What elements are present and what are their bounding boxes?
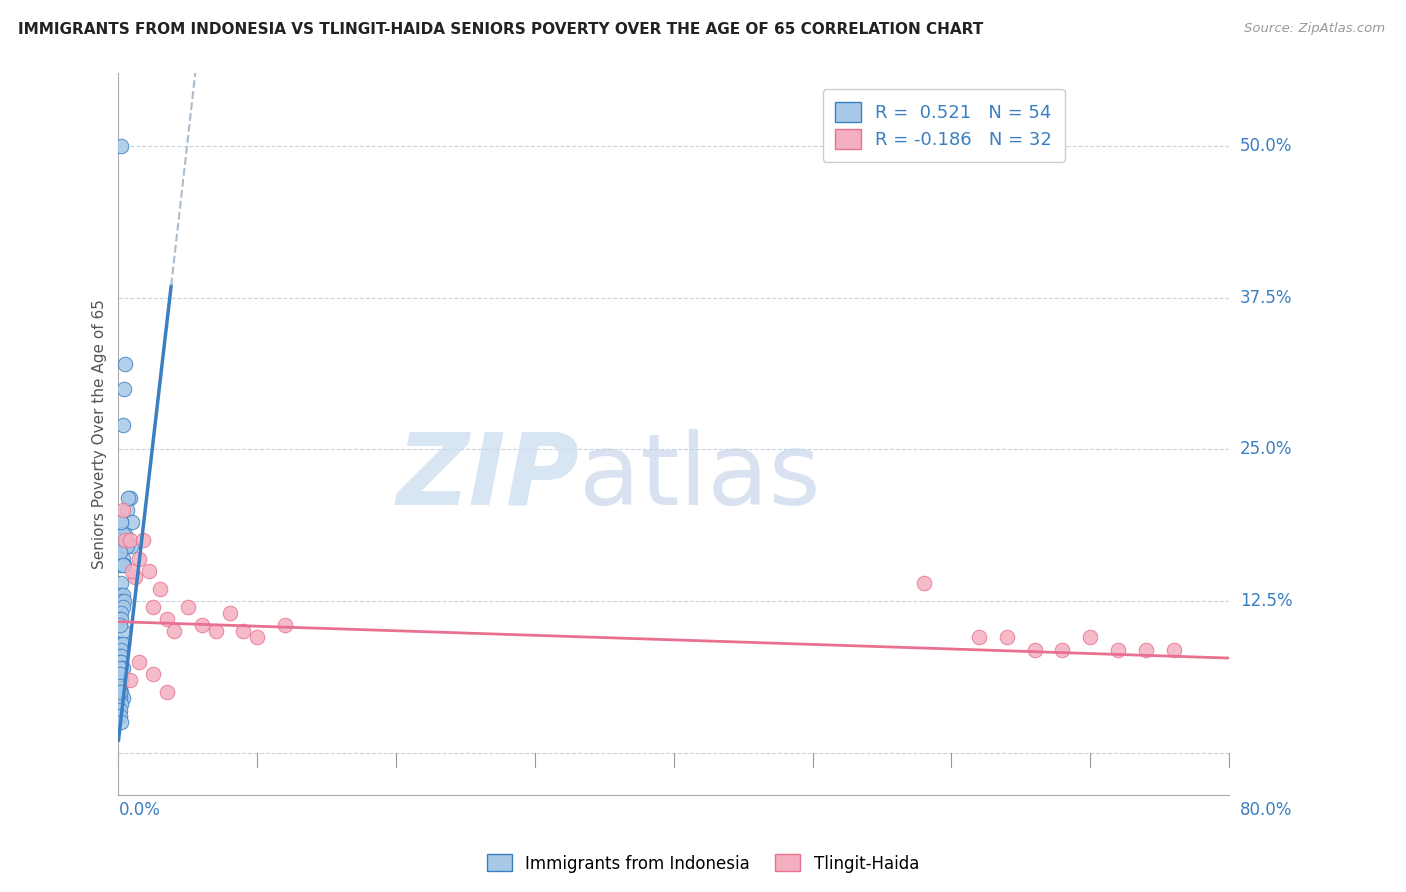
- Text: 50.0%: 50.0%: [1240, 136, 1292, 155]
- Point: [111, 661, 134, 675]
- Point: [110, 138, 132, 153]
- Point: [110, 606, 132, 620]
- Point: [110, 515, 132, 529]
- Point: [111, 588, 134, 602]
- Point: [114, 533, 136, 548]
- Point: [111, 417, 134, 432]
- Point: [110, 697, 132, 711]
- Point: [111, 558, 134, 572]
- Point: [110, 575, 132, 590]
- Point: [1052, 642, 1074, 657]
- Y-axis label: Seniors Poverty Over the Age of 65: Seniors Poverty Over the Age of 65: [93, 299, 107, 569]
- Point: [246, 631, 269, 645]
- Point: [110, 648, 132, 663]
- Point: [114, 527, 136, 541]
- Point: [108, 691, 131, 706]
- Point: [128, 551, 150, 566]
- Text: Source: ZipAtlas.com: Source: ZipAtlas.com: [1244, 22, 1385, 36]
- Text: 25.0%: 25.0%: [1240, 441, 1292, 458]
- Point: [110, 715, 132, 730]
- Point: [156, 612, 179, 626]
- Point: [111, 503, 134, 517]
- Text: 80.0%: 80.0%: [1240, 801, 1292, 820]
- Point: [115, 540, 138, 554]
- Point: [108, 679, 131, 693]
- Point: [111, 636, 134, 650]
- Point: [149, 582, 172, 596]
- Point: [204, 624, 226, 639]
- Point: [108, 666, 131, 681]
- Text: ZIP: ZIP: [396, 429, 579, 526]
- Point: [110, 636, 132, 650]
- Point: [110, 533, 132, 548]
- Point: [108, 661, 131, 675]
- Point: [108, 703, 131, 717]
- Point: [132, 533, 155, 548]
- Text: IMMIGRANTS FROM INDONESIA VS TLINGIT-HAIDA SENIORS POVERTY OVER THE AGE OF 65 CO: IMMIGRANTS FROM INDONESIA VS TLINGIT-HAI…: [18, 22, 984, 37]
- Point: [108, 655, 131, 669]
- Point: [108, 612, 131, 626]
- Point: [128, 655, 150, 669]
- Point: [110, 594, 132, 608]
- Point: [112, 382, 135, 396]
- Point: [124, 570, 146, 584]
- Point: [114, 357, 136, 371]
- Point: [232, 624, 254, 639]
- Point: [108, 558, 131, 572]
- Point: [111, 600, 134, 615]
- Point: [1135, 642, 1157, 657]
- Point: [121, 515, 143, 529]
- Legend: R =  0.521   N = 54, R = -0.186   N = 32: R = 0.521 N = 54, R = -0.186 N = 32: [823, 89, 1064, 161]
- Point: [121, 564, 143, 578]
- Point: [110, 673, 132, 687]
- Point: [118, 491, 141, 505]
- Point: [1024, 642, 1046, 657]
- Point: [110, 655, 132, 669]
- Text: atlas: atlas: [579, 429, 821, 526]
- Point: [218, 606, 240, 620]
- Text: 12.5%: 12.5%: [1240, 592, 1292, 610]
- Point: [110, 685, 132, 699]
- Point: [112, 540, 135, 554]
- Point: [112, 558, 135, 572]
- Point: [110, 642, 132, 657]
- Point: [117, 491, 139, 505]
- Point: [120, 540, 142, 554]
- Point: [108, 545, 131, 559]
- Point: [163, 624, 186, 639]
- Text: 37.5%: 37.5%: [1240, 288, 1292, 307]
- Point: [967, 631, 990, 645]
- Point: [108, 666, 131, 681]
- Point: [118, 533, 141, 548]
- Point: [1163, 642, 1185, 657]
- Point: [112, 594, 135, 608]
- Point: [108, 709, 131, 723]
- Point: [110, 515, 132, 529]
- Point: [108, 648, 131, 663]
- Legend: Immigrants from Indonesia, Tlingit-Haida: Immigrants from Indonesia, Tlingit-Haida: [481, 847, 925, 880]
- Point: [190, 618, 212, 632]
- Text: 0.0%: 0.0%: [118, 801, 160, 820]
- Point: [108, 618, 131, 632]
- Point: [156, 685, 179, 699]
- Point: [111, 551, 134, 566]
- Point: [1078, 631, 1101, 645]
- Point: [111, 527, 134, 541]
- Point: [912, 575, 935, 590]
- Point: [138, 564, 160, 578]
- Point: [111, 624, 134, 639]
- Point: [177, 600, 200, 615]
- Point: [115, 503, 138, 517]
- Point: [142, 600, 165, 615]
- Point: [111, 691, 134, 706]
- Point: [118, 673, 141, 687]
- Point: [995, 631, 1018, 645]
- Point: [1107, 642, 1129, 657]
- Point: [274, 618, 297, 632]
- Point: [108, 685, 131, 699]
- Point: [142, 666, 165, 681]
- Point: [108, 588, 131, 602]
- Point: [108, 679, 131, 693]
- Point: [110, 612, 132, 626]
